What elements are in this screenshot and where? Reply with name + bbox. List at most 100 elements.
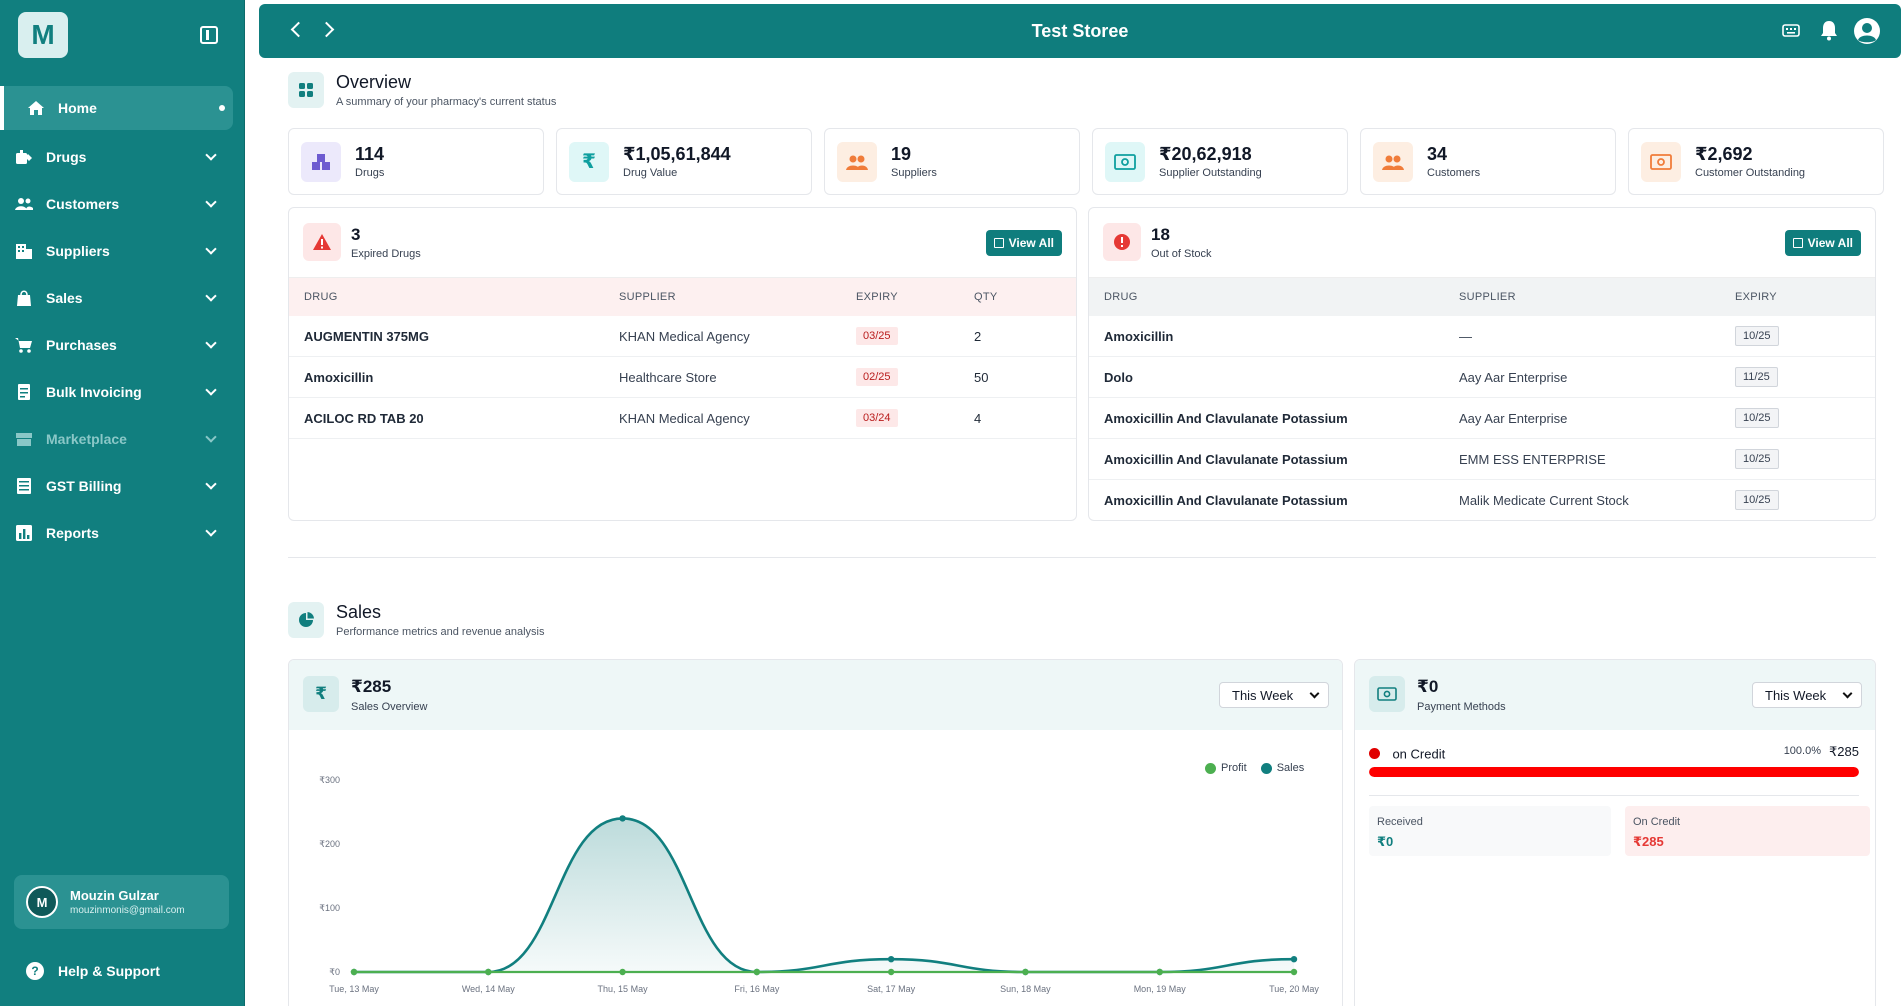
data-point-profit[interactable] bbox=[1156, 968, 1163, 976]
expired-view-all-button[interactable]: View All bbox=[985, 230, 1062, 256]
app-logo[interactable]: M bbox=[18, 12, 68, 58]
sidebar-item-label: Sales bbox=[46, 290, 83, 306]
chart-legend: Profit Sales bbox=[1205, 762, 1304, 774]
on-credit-value: ₹285 bbox=[1633, 834, 1664, 849]
expired-label: Expired Drugs bbox=[351, 248, 421, 260]
legend-item-sales[interactable]: Sales bbox=[1260, 762, 1304, 774]
table-row[interactable]: AUGMENTIN 375MG KHAN Medical Agency 03/2… bbox=[289, 316, 1076, 357]
stat-card-suppliers[interactable]: 19 Suppliers bbox=[824, 128, 1080, 195]
data-point-profit[interactable] bbox=[1022, 968, 1029, 976]
legend-item-profit[interactable]: Profit bbox=[1205, 762, 1247, 774]
x-tick-label: Fri, 16 May bbox=[734, 984, 780, 994]
x-tick-label: Tue, 20 May bbox=[1269, 984, 1319, 994]
sidebar-item-reports[interactable]: Reports bbox=[0, 513, 245, 553]
payment-progress-track bbox=[1369, 767, 1859, 777]
chevron-down-icon bbox=[205, 525, 217, 537]
stat-card-customer-outstanding[interactable]: ₹2,692 Customer Outstanding bbox=[1628, 128, 1884, 195]
data-point-profit[interactable] bbox=[1290, 968, 1298, 976]
expiry-badge: 11/25 bbox=[1735, 367, 1778, 387]
table-row[interactable]: Amoxicillin And Clavulanate Potassium Aa… bbox=[1089, 398, 1875, 439]
data-point-profit[interactable] bbox=[485, 968, 492, 976]
data-point-sales[interactable] bbox=[619, 815, 626, 822]
out-of-stock-panel: 18 Out of Stock View All DRUG SUPPLIER E… bbox=[1088, 207, 1876, 521]
legend-swatch bbox=[1205, 762, 1216, 774]
drug-name: Amoxicillin And Clavulanate Potassium bbox=[1104, 492, 1348, 508]
sales-overview-label: Sales Overview bbox=[351, 701, 428, 713]
users-icon bbox=[837, 141, 877, 182]
table-row[interactable]: Dolo Aay Aar Enterprise 11/25 bbox=[1089, 357, 1875, 398]
drug-icon bbox=[14, 148, 34, 166]
data-point-sales[interactable] bbox=[1290, 956, 1298, 963]
data-point-profit[interactable] bbox=[350, 968, 358, 976]
overview-subtitle: A summary of your pharmacy's current sta… bbox=[336, 96, 557, 108]
sidebar-item-sales[interactable]: Sales bbox=[0, 278, 245, 318]
store-icon bbox=[14, 430, 34, 448]
supplier-name: EMM ESS ENTERPRISE bbox=[1459, 451, 1606, 467]
keyboard-icon[interactable] bbox=[1782, 22, 1800, 38]
chevron-down-icon bbox=[205, 290, 217, 302]
user-card[interactable]: M Mouzin Gulzar mouzinmonis@gmail.com bbox=[14, 875, 229, 929]
chevron-down-icon bbox=[205, 196, 217, 208]
top-header: Test Storee bbox=[259, 4, 1901, 58]
data-point-profit[interactable] bbox=[619, 968, 626, 976]
col-drug: DRUG bbox=[304, 291, 338, 303]
sales-heading: Sales Performance metrics and revenue an… bbox=[288, 602, 544, 638]
building-icon bbox=[14, 242, 34, 260]
cash-icon bbox=[1641, 141, 1681, 182]
bell-icon[interactable] bbox=[1819, 19, 1839, 41]
table-row[interactable]: ACILOC RD TAB 20 KHAN Medical Agency 03/… bbox=[289, 398, 1076, 439]
expiry-badge: 02/25 bbox=[856, 368, 898, 386]
table-row[interactable]: Amoxicillin Healthcare Store 02/25 50 bbox=[289, 357, 1076, 398]
sales-title: Sales bbox=[336, 602, 382, 622]
table-row[interactable]: Amoxicillin — 10/25 bbox=[1089, 316, 1875, 357]
drug-name: Amoxicillin bbox=[304, 369, 374, 385]
stat-card-drug-value[interactable]: ₹ ₹1,05,61,844 Drug Value bbox=[556, 128, 812, 195]
sidebar-collapse-icon[interactable] bbox=[200, 26, 218, 44]
help-support-link[interactable]: ? Help & Support bbox=[26, 962, 160, 980]
sidebar-item-home[interactable]: Home bbox=[0, 86, 233, 130]
user-profile-icon[interactable] bbox=[1853, 17, 1881, 45]
sidebar-item-label: Drugs bbox=[46, 149, 87, 165]
pie-chart-icon bbox=[288, 602, 324, 638]
user-name: Mouzin Gulzar bbox=[70, 888, 159, 903]
table-row[interactable]: Amoxicillin And Clavulanate Potassium Ma… bbox=[1089, 480, 1875, 520]
cash-icon bbox=[1369, 676, 1405, 712]
drug-name: AUGMENTIN 375MG bbox=[304, 328, 429, 344]
logo-letter: M bbox=[31, 19, 55, 50]
chevron-down-icon bbox=[205, 149, 217, 161]
data-point-profit[interactable] bbox=[753, 968, 761, 976]
overview-heading: Overview A summary of your pharmacy's cu… bbox=[288, 72, 556, 108]
sidebar-item-customers[interactable]: Customers bbox=[0, 184, 245, 224]
sidebar-item-label: Home bbox=[58, 100, 97, 116]
out-of-stock-view-all-button[interactable]: View All bbox=[1784, 230, 1861, 256]
rupee-icon: ₹ bbox=[569, 141, 609, 182]
sales-overview-card: ₹ ₹285 Sales Overview This Week bbox=[288, 659, 1343, 1006]
out-of-stock-label: Out of Stock bbox=[1151, 248, 1212, 260]
data-point-sales[interactable] bbox=[887, 956, 895, 963]
sidebar-item-marketplace[interactable]: Marketplace bbox=[0, 419, 245, 459]
avatar: M bbox=[26, 886, 58, 918]
stat-card-supplier-outstanding[interactable]: ₹20,62,918 Supplier Outstanding bbox=[1092, 128, 1348, 195]
sidebar-item-suppliers[interactable]: Suppliers bbox=[0, 231, 245, 271]
user-email: mouzinmonis@gmail.com bbox=[70, 905, 185, 916]
sales-period-select[interactable]: This Week bbox=[1219, 682, 1329, 708]
credit-dot-icon bbox=[1369, 748, 1380, 760]
stat-card-customers[interactable]: 34 Customers bbox=[1360, 128, 1616, 195]
grid-icon bbox=[288, 72, 324, 108]
x-tick-label: Thu, 15 May bbox=[598, 984, 649, 994]
sidebar-item-bulk-invoicing[interactable]: Bulk Invoicing bbox=[0, 372, 245, 412]
data-point-profit[interactable] bbox=[887, 968, 895, 976]
stat-label: Drugs bbox=[355, 167, 385, 179]
sidebar-item-gst-billing[interactable]: GST Billing bbox=[0, 466, 245, 506]
stat-label: Customers bbox=[1427, 167, 1481, 179]
expiry-badge: 03/25 bbox=[856, 327, 898, 345]
sidebar-item-drugs[interactable]: Drugs bbox=[0, 137, 245, 177]
table-row[interactable]: Amoxicillin And Clavulanate Potassium EM… bbox=[1089, 439, 1875, 480]
legend-swatch bbox=[1260, 762, 1272, 774]
chevron-down-icon bbox=[205, 384, 217, 396]
payment-period-select[interactable]: This Week bbox=[1752, 682, 1862, 708]
stat-card-drugs[interactable]: 114 Drugs bbox=[288, 128, 544, 195]
sidebar-item-purchases[interactable]: Purchases bbox=[0, 325, 245, 365]
supplier-name: Aay Aar Enterprise bbox=[1459, 369, 1568, 385]
supplier-name: KHAN Medical Agency bbox=[619, 328, 750, 344]
